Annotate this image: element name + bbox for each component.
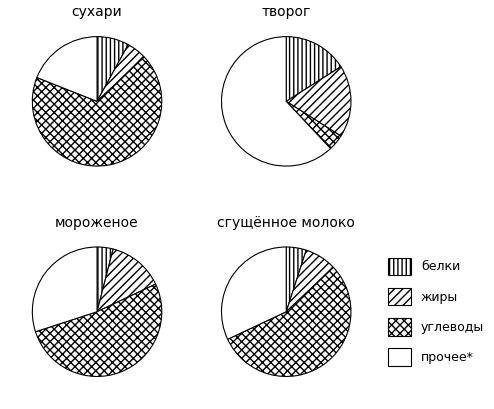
Title: сгущённое молоко: сгущённое молоко bbox=[217, 216, 355, 229]
Wedge shape bbox=[221, 37, 330, 166]
Title: творог: творог bbox=[261, 5, 311, 19]
Wedge shape bbox=[97, 249, 156, 312]
Wedge shape bbox=[37, 37, 97, 101]
Title: сухари: сухари bbox=[72, 5, 123, 19]
Title: мороженое: мороженое bbox=[55, 216, 139, 229]
Wedge shape bbox=[286, 247, 306, 312]
Wedge shape bbox=[32, 247, 97, 332]
Wedge shape bbox=[221, 247, 286, 339]
Wedge shape bbox=[228, 267, 351, 376]
Legend: белки, жиры, углеводы, прочее*: белки, жиры, углеводы, прочее* bbox=[388, 258, 484, 366]
Wedge shape bbox=[286, 250, 333, 312]
Wedge shape bbox=[32, 57, 162, 166]
Wedge shape bbox=[36, 284, 162, 376]
Wedge shape bbox=[286, 37, 341, 101]
Wedge shape bbox=[97, 45, 144, 101]
Wedge shape bbox=[286, 101, 341, 148]
Wedge shape bbox=[97, 37, 128, 101]
Wedge shape bbox=[97, 247, 113, 312]
Wedge shape bbox=[286, 67, 351, 136]
